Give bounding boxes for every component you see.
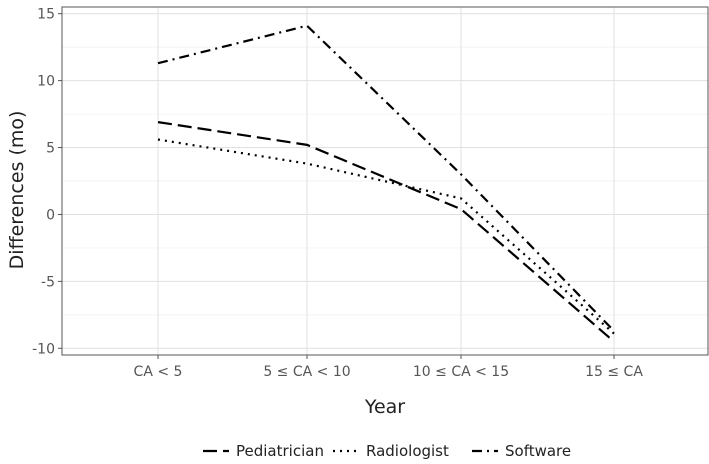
- series-line-pediatrician: [157, 121, 615, 343]
- x-axis: CA < 5 5 ≤ CA < 10 10 ≤ CA < 15 15 ≤ CA: [134, 355, 643, 380]
- series-lines: [157, 24, 615, 343]
- y-tick-label: -10: [32, 341, 55, 357]
- x-tick-label: 10 ≤ CA < 15: [413, 364, 509, 380]
- x-tick-label: 15 ≤ CA: [585, 364, 643, 380]
- grid: [62, 7, 708, 355]
- series-line-software: [157, 24, 615, 332]
- x-tick-label: CA < 5: [134, 364, 183, 380]
- x-tick-label: 5 ≤ CA < 10: [263, 364, 350, 380]
- y-tick-label: 15: [37, 7, 55, 23]
- legend: Pediatrician Radiologist Software: [203, 442, 571, 460]
- x-axis-title: Year: [364, 396, 405, 418]
- legend-label-pediatrician: Pediatrician: [236, 442, 324, 460]
- y-tick-label: 5: [46, 141, 55, 157]
- y-tick-label: 10: [37, 74, 55, 90]
- y-tick-label: -5: [41, 274, 55, 290]
- legend-label-radiologist: Radiologist: [366, 442, 449, 460]
- y-axis: -10 -5 0 5 10 15: [32, 7, 62, 357]
- y-tick-label: 0: [46, 207, 55, 223]
- series-line-radiologist: [157, 138, 615, 335]
- panel-border: [61, 6, 709, 356]
- y-axis-title: Differences (mo): [6, 111, 28, 270]
- legend-label-software: Software: [505, 442, 571, 460]
